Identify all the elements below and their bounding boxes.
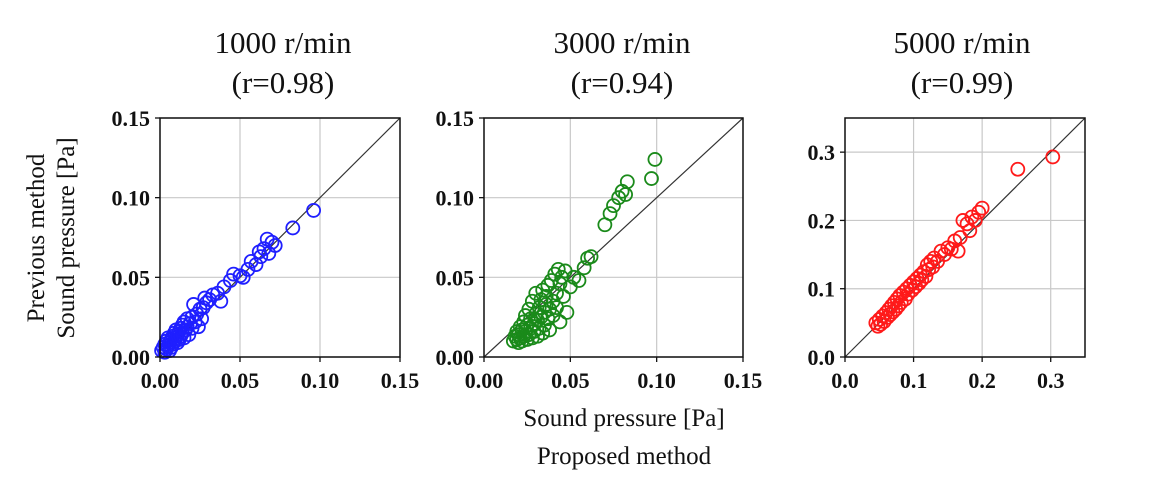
scatter-panel-2: 3000 r/min (r=0.94) 0.000.00 0.05 0.05 0.10 0.… — [436, 25, 763, 393]
data-point — [933, 243, 949, 259]
y-tick-label: 0.15 — [112, 106, 151, 131]
plot-frame — [159, 117, 401, 358]
x-tick-label: 0.05 — [221, 368, 260, 393]
plot-frame — [844, 117, 1086, 358]
data-point — [583, 249, 599, 265]
data-point — [264, 234, 280, 250]
x-tick-label: 0.1 — [900, 368, 928, 393]
y-tick-label: 0.0 — [808, 345, 836, 370]
data-point — [194, 311, 210, 327]
data-point — [235, 269, 251, 285]
x-tick-label: 0.3 — [1037, 368, 1065, 393]
y-tick-label: 0.00 — [436, 345, 475, 370]
data-point — [571, 273, 587, 288]
x-tick-label: 0.10 — [637, 368, 676, 393]
y-axis-label-line-2: Sound pressure [Pa] — [53, 137, 80, 338]
data-point — [535, 325, 551, 341]
data-point — [921, 262, 937, 277]
data-point — [914, 272, 930, 288]
y-tick-label: 0.2 — [808, 208, 836, 233]
data-point — [253, 249, 269, 265]
data-point — [552, 314, 568, 330]
data-point — [1045, 149, 1061, 165]
x-tick-label: 0.05 — [551, 368, 590, 393]
y-tick-label: 0.10 — [112, 186, 151, 211]
y-tick-label: 0.05 — [112, 265, 151, 290]
data-point — [559, 304, 575, 320]
y-axis-label-line-1: Previous method — [23, 153, 50, 322]
data-point — [285, 220, 301, 236]
scatter-panel-1: 1000 r/min (r=0.98) 0.000.00 0.05 0.05 0.10 0.… — [112, 25, 420, 393]
y-tick-label: 0.15 — [436, 106, 475, 131]
y-tick-label: 0.1 — [808, 277, 836, 302]
data-point — [306, 203, 322, 218]
y-tick-label: 0.3 — [808, 140, 836, 165]
x-tick-label: 0.15 — [724, 368, 763, 393]
data-point — [550, 261, 566, 277]
data-point — [952, 230, 968, 245]
data-point — [213, 293, 229, 309]
y-tick-label: 0.05 — [436, 265, 475, 290]
panel-title-line-1: 1000 r/min — [215, 25, 352, 60]
y-tick-label: 0.10 — [436, 186, 475, 211]
panel-title-line-1: 3000 r/min — [554, 25, 691, 60]
data-point — [1010, 161, 1026, 177]
data-point — [602, 206, 618, 222]
data-point — [950, 243, 966, 259]
x-tick-label: 0.00 — [465, 368, 504, 393]
plot-frame — [483, 117, 744, 358]
data-point — [647, 152, 663, 167]
panels: 1000 r/min(r=0.98)0.000.000.050.050.100.… — [112, 25, 1086, 393]
data-point — [531, 300, 547, 316]
x-tick-label: 0.0 — [831, 368, 859, 393]
x-axis-label-line-2: Proposed method — [537, 443, 712, 470]
data-point — [226, 266, 242, 282]
data-point — [619, 174, 635, 190]
data-point — [644, 171, 659, 186]
x-tick-label: 0.2 — [968, 368, 996, 393]
panel-title-line-2: (r=0.99) — [911, 65, 1014, 100]
data-point — [576, 260, 592, 276]
data-point — [556, 289, 571, 304]
data-point — [918, 269, 934, 284]
panel-title-line-2: (r=0.98) — [232, 65, 335, 100]
data-point — [943, 241, 959, 257]
x-tick-label: 0.15 — [381, 368, 420, 393]
data-point — [190, 319, 206, 335]
x-tick-label: 0.00 — [141, 368, 180, 393]
x-tick-label: 0.10 — [301, 368, 340, 393]
data-point — [542, 322, 558, 338]
data-point — [971, 204, 987, 220]
x-axis-label-line-1: Sound pressure [Pa] — [523, 405, 724, 432]
y-axis-label: Previous method Sound pressure [Pa] — [23, 137, 80, 338]
scatter-panel-3: 5000 r/min (r=0.99) 0.00.0 0.1 0.1 0.2 0.2 0.3 0… — [808, 25, 1086, 393]
x-axis-label: Sound pressure [Pa] Proposed method — [523, 405, 724, 470]
y-tick-label: 0.00 — [112, 345, 151, 370]
data-point — [900, 286, 916, 302]
data-point — [606, 198, 621, 214]
data-point — [967, 213, 983, 228]
data-point — [974, 200, 990, 216]
data-point — [240, 261, 256, 277]
panel-title-line-2: (r=0.94) — [571, 65, 674, 100]
data-point — [267, 238, 283, 253]
data-point — [549, 285, 564, 301]
panel-title-line-1: 5000 r/min — [894, 25, 1031, 60]
